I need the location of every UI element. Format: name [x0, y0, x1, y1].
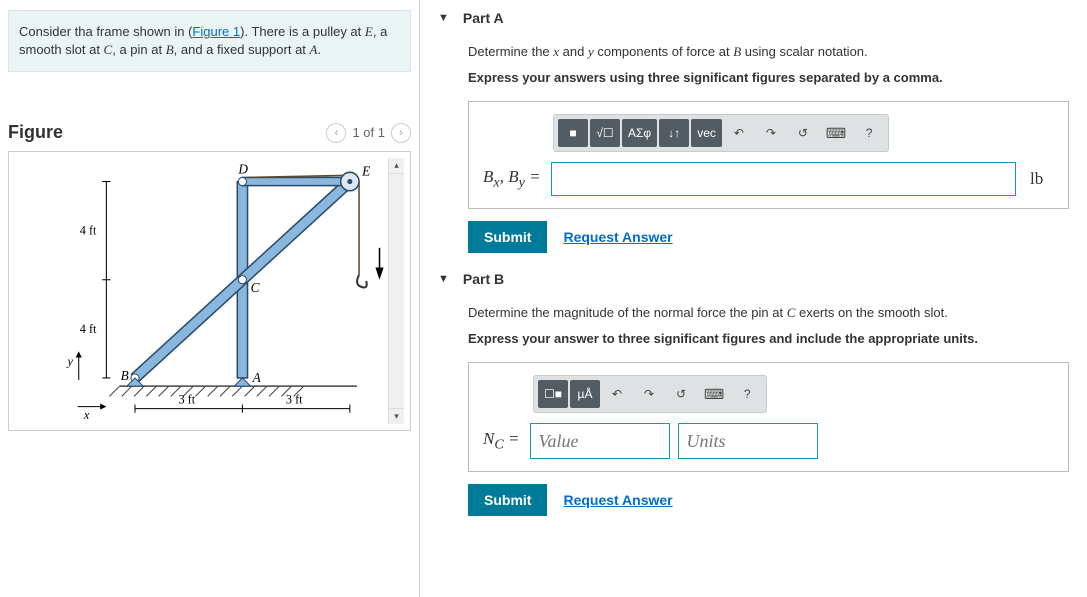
part-b-header[interactable]: ▼ Part B [438, 271, 1069, 287]
part-a-header[interactable]: ▼ Part A [438, 10, 1069, 26]
svg-text:4 ft: 4 ft [80, 322, 97, 336]
figure-pager: ‹ 1 of 1 › [326, 123, 411, 143]
part-a-submit-button[interactable]: Submit [468, 221, 547, 253]
part-b-instruction: Express your answer to three significant… [468, 329, 1069, 349]
figure-scrollbar[interactable]: ▴▾ [388, 158, 404, 424]
toolbar-reset-button[interactable]: ↺ [788, 119, 818, 147]
toolbar-help-button[interactable]: ? [854, 119, 884, 147]
svg-text:D: D [237, 162, 248, 177]
part-a-answer-box: ■√☐ΑΣφ↓↑vec↶↷↺⌨? Bx, By = lb [468, 101, 1069, 209]
toolbar-greek-button[interactable]: ΑΣφ [622, 119, 657, 147]
figure-title: Figure [8, 122, 63, 143]
toolbar-keyboard-button[interactable]: ⌨ [698, 380, 730, 408]
svg-text:C: C [251, 280, 260, 295]
toolbar-sqrt-button[interactable]: √☐ [590, 119, 620, 147]
part-b-units-input[interactable] [678, 423, 818, 459]
part-a-answer-input[interactable] [551, 162, 1016, 196]
part-b-answer-label: NC = [483, 429, 520, 453]
pager-prev[interactable]: ‹ [326, 123, 346, 143]
toolbar-templates-button[interactable]: ☐■ [538, 380, 568, 408]
pager-text: 1 of 1 [352, 125, 385, 140]
svg-text:E: E [361, 164, 370, 179]
part-b-title: Part B [463, 271, 504, 287]
svg-text:x: x [83, 408, 90, 422]
part-a-toolbar: ■√☐ΑΣφ↓↑vec↶↷↺⌨? [553, 114, 889, 152]
part-a-unit: lb [1026, 169, 1054, 189]
part-b-value-input[interactable] [530, 423, 670, 459]
toolbar-redo-button[interactable]: ↷ [634, 380, 664, 408]
svg-text:B: B [121, 368, 129, 383]
toolbar-reset-button[interactable]: ↺ [666, 380, 696, 408]
part-a-prompt: Determine the x and y components of forc… [468, 44, 868, 59]
toolbar-help-button[interactable]: ? [732, 380, 762, 408]
problem-statement: Consider tha frame shown in (Figure 1). … [8, 10, 411, 72]
figure-frame: 50 lb4 ft4 ft3 ft3 ftyxDECBA ▴▾ [8, 151, 411, 431]
svg-text:3 ft: 3 ft [286, 393, 303, 407]
figure-svg: 50 lb4 ft4 ft3 ft3 ftyxDECBA [15, 158, 388, 424]
toolbar-undo-button[interactable]: ↶ [602, 380, 632, 408]
part-b-toolbar: ☐■µÅ↶↷↺⌨? [533, 375, 767, 413]
caret-down-icon: ▼ [438, 12, 449, 24]
svg-text:3 ft: 3 ft [178, 393, 195, 407]
part-a-answer-label: Bx, By = [483, 167, 541, 191]
svg-text:4 ft: 4 ft [80, 224, 97, 238]
toolbar-undo-button[interactable]: ↶ [724, 119, 754, 147]
part-a-request-link[interactable]: Request Answer [563, 229, 672, 245]
part-b-answer-box: ☐■µÅ↶↷↺⌨? NC = [468, 362, 1069, 472]
caret-down-icon: ▼ [438, 273, 449, 285]
toolbar-vec-button[interactable]: vec [691, 119, 722, 147]
svg-text:y: y [65, 355, 73, 369]
part-a-title: Part A [463, 10, 504, 26]
pager-next[interactable]: › [391, 123, 411, 143]
part-b-submit-button[interactable]: Submit [468, 484, 547, 516]
part-b-request-link[interactable]: Request Answer [563, 492, 672, 508]
toolbar-subsup-button[interactable]: ↓↑ [659, 119, 689, 147]
toolbar-units-button[interactable]: µÅ [570, 380, 600, 408]
toolbar-keyboard-button[interactable]: ⌨ [820, 119, 852, 147]
toolbar-templates-button[interactable]: ■ [558, 119, 588, 147]
toolbar-redo-button[interactable]: ↷ [756, 119, 786, 147]
part-b-prompt: Determine the magnitude of the normal fo… [468, 305, 948, 320]
part-a-instruction: Express your answers using three signifi… [468, 68, 1069, 88]
svg-text:A: A [252, 370, 262, 385]
